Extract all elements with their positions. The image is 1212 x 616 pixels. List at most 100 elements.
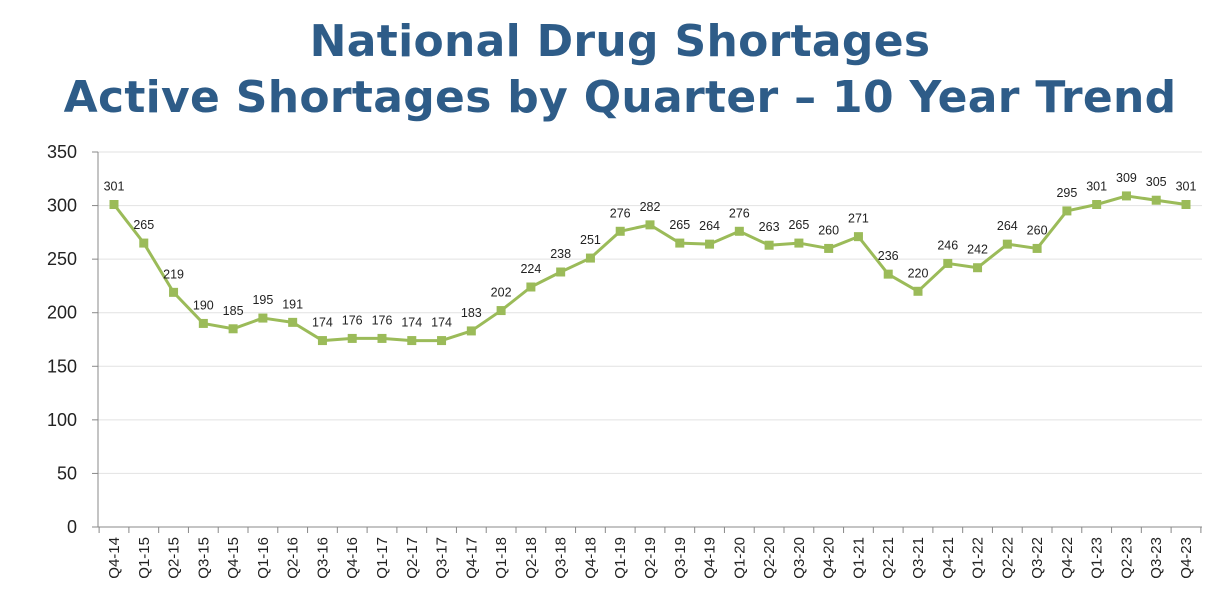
- data-point: [824, 243, 834, 253]
- data-point: [198, 318, 208, 328]
- data-label: 295: [1056, 186, 1077, 200]
- x-tick-label: Q4-16: [344, 537, 361, 579]
- data-label: 282: [640, 200, 661, 214]
- data-point: [258, 313, 268, 323]
- data-label: 301: [1086, 180, 1107, 194]
- x-tick-label: Q4-20: [821, 537, 838, 579]
- x-tick-label: Q3-18: [553, 537, 570, 579]
- y-tick-label: 300: [47, 196, 77, 216]
- data-point: [347, 333, 357, 343]
- chart-subtitle: Active Shortages by Quarter – 10 Year Tr…: [63, 72, 1177, 123]
- axes: [97, 152, 1202, 528]
- data-label: 264: [699, 219, 720, 233]
- data-label: 183: [461, 306, 482, 320]
- x-tick-label: Q2-23: [1118, 537, 1135, 579]
- data-point: [288, 317, 298, 327]
- y-tick-label: 50: [57, 463, 77, 483]
- x-tick-label: Q2-18: [523, 537, 540, 579]
- data-point: [437, 336, 447, 346]
- x-tick-label: Q4-23: [1178, 537, 1195, 579]
- data-point: [705, 239, 715, 249]
- x-tick-label: Q4-15: [225, 537, 242, 579]
- x-tick-label: Q1-23: [1089, 537, 1106, 579]
- x-tick-label: Q4-19: [702, 537, 719, 579]
- data-point: [1092, 200, 1102, 209]
- data-label: 191: [282, 297, 303, 311]
- y-tick-label: 250: [47, 249, 77, 269]
- data-point: [1062, 206, 1072, 216]
- x-tick-label: Q3-22: [1029, 537, 1046, 579]
- y-tick-label: 100: [47, 410, 77, 430]
- data-point: [645, 220, 655, 230]
- x-tick-label: Q1-21: [850, 537, 867, 579]
- data-point: [139, 238, 149, 248]
- data-point: [466, 326, 476, 336]
- x-tick-label: Q4-22: [1059, 537, 1076, 579]
- x-tick-label: Q1-18: [493, 537, 510, 579]
- x-tick-label: Q4-17: [463, 537, 480, 579]
- data-label: 301: [1176, 180, 1197, 194]
- data-point: [317, 336, 327, 346]
- x-tick-label: Q1-22: [970, 537, 987, 579]
- x-tick-label: Q4-18: [582, 537, 599, 579]
- data-point: [585, 253, 595, 263]
- data-label: 263: [759, 220, 780, 234]
- data-label: 260: [818, 223, 839, 237]
- x-tick-label: Q3-20: [791, 537, 808, 579]
- data-label: 174: [312, 316, 333, 330]
- x-tick-label: Q2-15: [166, 537, 183, 579]
- series-active-shortages: [109, 191, 1191, 346]
- x-tick-label: Q4-21: [940, 537, 957, 579]
- x-tick-label: Q2-19: [642, 537, 659, 579]
- x-tick-label: Q4-14: [106, 537, 123, 579]
- data-label: 309: [1116, 171, 1137, 185]
- data-point: [169, 287, 179, 297]
- data-point: [526, 282, 536, 292]
- data-point: [407, 336, 417, 346]
- data-point: [764, 240, 774, 250]
- data-label: 305: [1146, 175, 1167, 189]
- x-tick-label: Q3-15: [195, 537, 212, 579]
- y-tick-label: 150: [47, 356, 77, 376]
- data-label: 236: [878, 249, 899, 263]
- x-tick-label: Q2-21: [880, 537, 897, 579]
- data-label: 276: [729, 206, 750, 220]
- chart-title-block: National Drug Shortages Active Shortages…: [0, 14, 1212, 126]
- data-point: [228, 324, 238, 334]
- x-tick-label: Q2-22: [999, 537, 1016, 579]
- data-label: 242: [967, 243, 988, 257]
- x-tick-label: Q3-21: [910, 537, 927, 579]
- data-label: 220: [908, 266, 929, 280]
- data-label: 176: [372, 313, 393, 327]
- data-label: 202: [491, 286, 512, 300]
- y-tick-label: 350: [47, 142, 77, 162]
- data-point: [1151, 195, 1161, 205]
- data-label: 224: [520, 262, 541, 276]
- x-tick-label: Q2-20: [761, 537, 778, 579]
- data-label: 251: [580, 233, 601, 247]
- y-tick-label: 0: [67, 517, 77, 537]
- data-point: [853, 232, 863, 242]
- data-label: 246: [937, 238, 958, 252]
- x-axis-ticks: Q4-14 Q1-15 Q2-15 Q3-15 Q4-15 Q1-16 Q2-16 Q3-16…: [98, 527, 1202, 579]
- data-label: 265: [133, 218, 154, 232]
- data-label: 238: [550, 247, 571, 261]
- x-tick-label: Q3-16: [314, 537, 331, 579]
- y-tick-label: 200: [47, 303, 77, 323]
- data-label: 176: [342, 313, 363, 327]
- data-point: [973, 263, 983, 273]
- data-label: 174: [431, 316, 452, 330]
- data-label: 301: [104, 180, 125, 194]
- x-tick-label: Q2-16: [285, 537, 302, 579]
- data-point: [734, 226, 744, 236]
- data-label: 271: [848, 212, 869, 226]
- data-label: 265: [669, 218, 690, 232]
- data-labels: 301 265 219 190 185 195 191 174 176 176 174 174 183 2…: [104, 171, 1197, 330]
- data-point: [496, 306, 506, 316]
- data-label: 190: [193, 298, 214, 312]
- gridlines: [98, 151, 1202, 474]
- x-tick-label: Q1-19: [612, 537, 629, 579]
- data-label: 195: [252, 293, 273, 307]
- data-point: [1002, 239, 1012, 249]
